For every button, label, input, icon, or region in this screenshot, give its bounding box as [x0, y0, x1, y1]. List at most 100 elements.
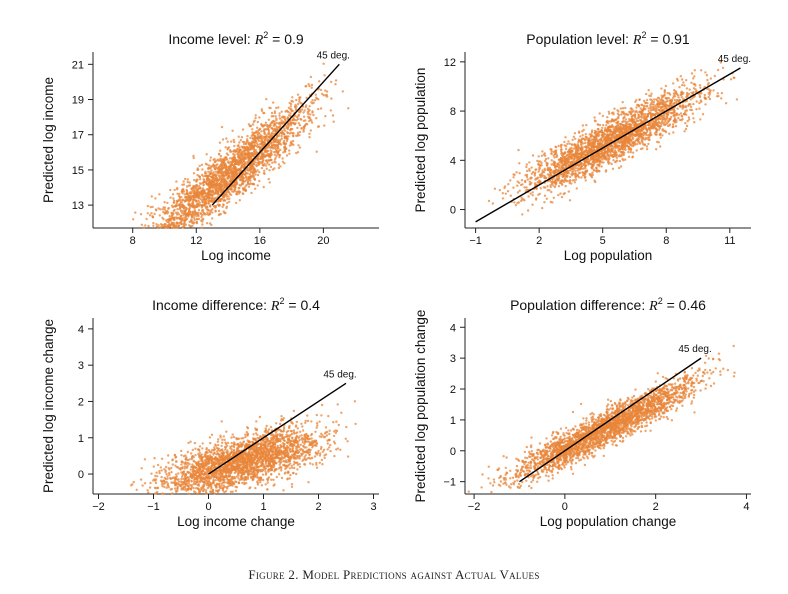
scatter-point: [182, 183, 186, 186]
scatter-point: [215, 177, 218, 181]
scatter-point: [318, 80, 321, 83]
scatter-point: [577, 147, 580, 151]
chart-title: Income level: R2 = 0.9: [168, 30, 304, 48]
scatter-point: [602, 161, 605, 164]
scatter-point: [237, 190, 240, 193]
scatter-point: [642, 105, 645, 108]
scatter-point: [707, 81, 710, 85]
scatter-point: [531, 194, 534, 197]
scatter-point: [218, 175, 221, 179]
scatter-point: [173, 188, 176, 192]
scatter-point: [549, 173, 552, 176]
scatter-point: [531, 154, 535, 157]
scatter-point: [223, 180, 226, 183]
scatter-point: [221, 183, 225, 187]
scatter-point: [228, 172, 231, 175]
scatter-point: [617, 129, 620, 132]
scatter-point: [624, 118, 628, 121]
scatter-point: [608, 125, 612, 129]
scatter-point: [578, 171, 582, 174]
scatter-point: [679, 75, 682, 78]
scatter-point: [260, 130, 263, 133]
scatter-point: [204, 162, 208, 165]
x-tick-label: 8: [663, 235, 669, 247]
scatter-point: [233, 144, 236, 148]
scatter-point: [647, 142, 650, 146]
scatter-point: [649, 109, 653, 112]
scatter-point: [198, 201, 201, 204]
scatter-point: [557, 193, 560, 197]
scatter-point: [584, 150, 587, 153]
scatter-point: [674, 125, 678, 128]
scatter-point: [249, 124, 252, 128]
scatter-point: [325, 95, 329, 98]
scatter-point: [612, 127, 615, 131]
scatter-point: [308, 105, 311, 108]
scatter-point: [565, 172, 569, 175]
scatter-point: [592, 162, 595, 166]
scatter-point: [657, 124, 660, 128]
scatter-point: [177, 221, 180, 225]
scatter-point: [580, 143, 583, 147]
scatter-point: [192, 197, 195, 200]
scatter-point: [509, 179, 512, 182]
scatter-point: [139, 213, 143, 216]
scatter-point: [256, 133, 259, 137]
scatter-point: [592, 145, 595, 149]
scatter-point: [512, 186, 515, 189]
scatter-point: [680, 119, 683, 122]
scatter-point: [180, 190, 184, 193]
scatter-point: [552, 196, 555, 199]
scatter-point: [322, 62, 325, 65]
x-tick-label: −1: [469, 235, 482, 247]
scatter-point: [522, 198, 525, 201]
scatter-point: [636, 123, 639, 126]
scatter-point: [624, 144, 628, 147]
scatter-point: [593, 119, 597, 122]
scatter-point: [256, 173, 260, 177]
scatter-point: [566, 179, 569, 183]
scatter-point: [258, 127, 262, 130]
scatter-point: [207, 170, 210, 173]
scatter-point: [234, 159, 238, 162]
scatter-point: [628, 142, 631, 145]
scatter-point: [556, 178, 560, 181]
scatter-point: [681, 78, 684, 81]
scatter-point: [283, 127, 286, 131]
scatter-point: [309, 75, 313, 79]
scatter-point: [677, 113, 681, 116]
scatter-point: [184, 195, 187, 198]
scatter-point: [541, 206, 544, 210]
scatter-point: [163, 212, 167, 215]
scatter-point: [681, 107, 684, 110]
scatter-point: [208, 186, 211, 190]
scatter-point: [617, 166, 621, 170]
scatter-point: [612, 159, 615, 162]
scatter-point: [597, 128, 600, 131]
scatter-point: [222, 161, 225, 164]
scatter-point: [584, 138, 588, 141]
scatter-point: [520, 199, 523, 203]
scatter-point: [612, 130, 616, 133]
scatter-point: [655, 148, 658, 151]
scatter-point: [619, 140, 622, 144]
scatter-point: [159, 226, 162, 229]
scatter-point: [270, 132, 273, 135]
scatter-point: [263, 141, 266, 144]
scatter-point: [250, 141, 253, 144]
scatter-point: [265, 98, 268, 101]
scatter-point: [297, 144, 300, 147]
scatter-point: [517, 148, 520, 152]
scatter-point: [254, 114, 257, 117]
scatter-point: [631, 108, 634, 111]
scatter-point: [579, 152, 582, 155]
scatter-point: [230, 140, 233, 143]
scatter-point: [273, 153, 277, 156]
scatter-point: [605, 146, 609, 149]
scatter-point: [175, 213, 179, 216]
scatter-point: [276, 145, 279, 148]
scatter-point: [564, 136, 567, 139]
y-tick-label: 19: [72, 95, 84, 107]
scatter-point: [201, 220, 204, 223]
scatter-point: [613, 107, 616, 110]
